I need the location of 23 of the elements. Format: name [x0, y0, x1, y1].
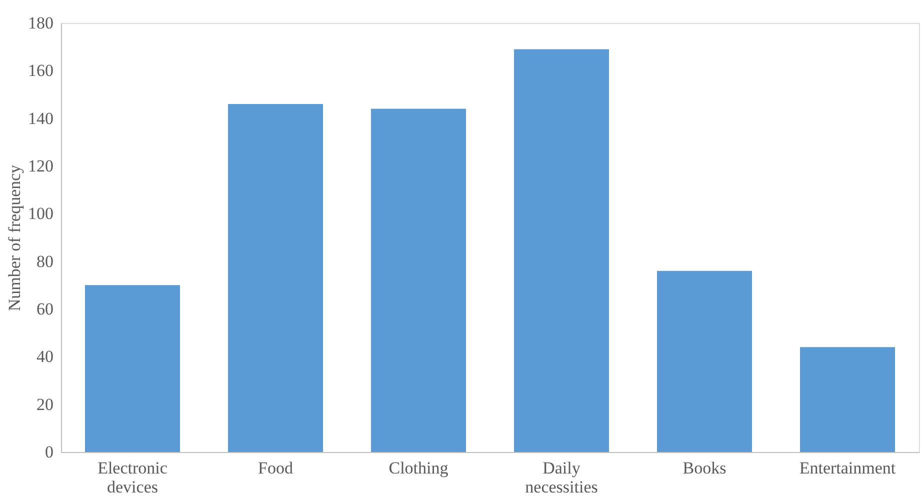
y-tick-label: 120 [28, 156, 54, 176]
bar [657, 270, 752, 452]
y-tick-label: 140 [28, 108, 54, 128]
bar [514, 49, 609, 452]
x-tick-label: Books [682, 458, 726, 478]
x-tick-label: Entertainment [799, 458, 896, 478]
y-tick-label: 40 [36, 347, 54, 366]
y-axis-title: Number of frequency [5, 164, 24, 312]
bar [371, 108, 466, 452]
x-tick-label: Clothing [388, 458, 449, 478]
y-tick-label: 160 [28, 61, 54, 80]
bar [228, 104, 323, 452]
x-tick-label: Electronic devices [98, 458, 168, 496]
y-tick-label: 180 [28, 14, 54, 32]
bar [85, 285, 180, 452]
x-tick-label: Food [258, 458, 294, 478]
y-tick-label: 60 [36, 300, 54, 318]
y-tick-label: 100 [28, 204, 54, 224]
y-tick-label: 20 [36, 394, 54, 414]
x-tick-label: Daily necessities [525, 458, 598, 496]
bar [800, 347, 895, 452]
y-tick-label: 80 [36, 252, 54, 271]
y-tick-label: 0 [45, 442, 54, 462]
